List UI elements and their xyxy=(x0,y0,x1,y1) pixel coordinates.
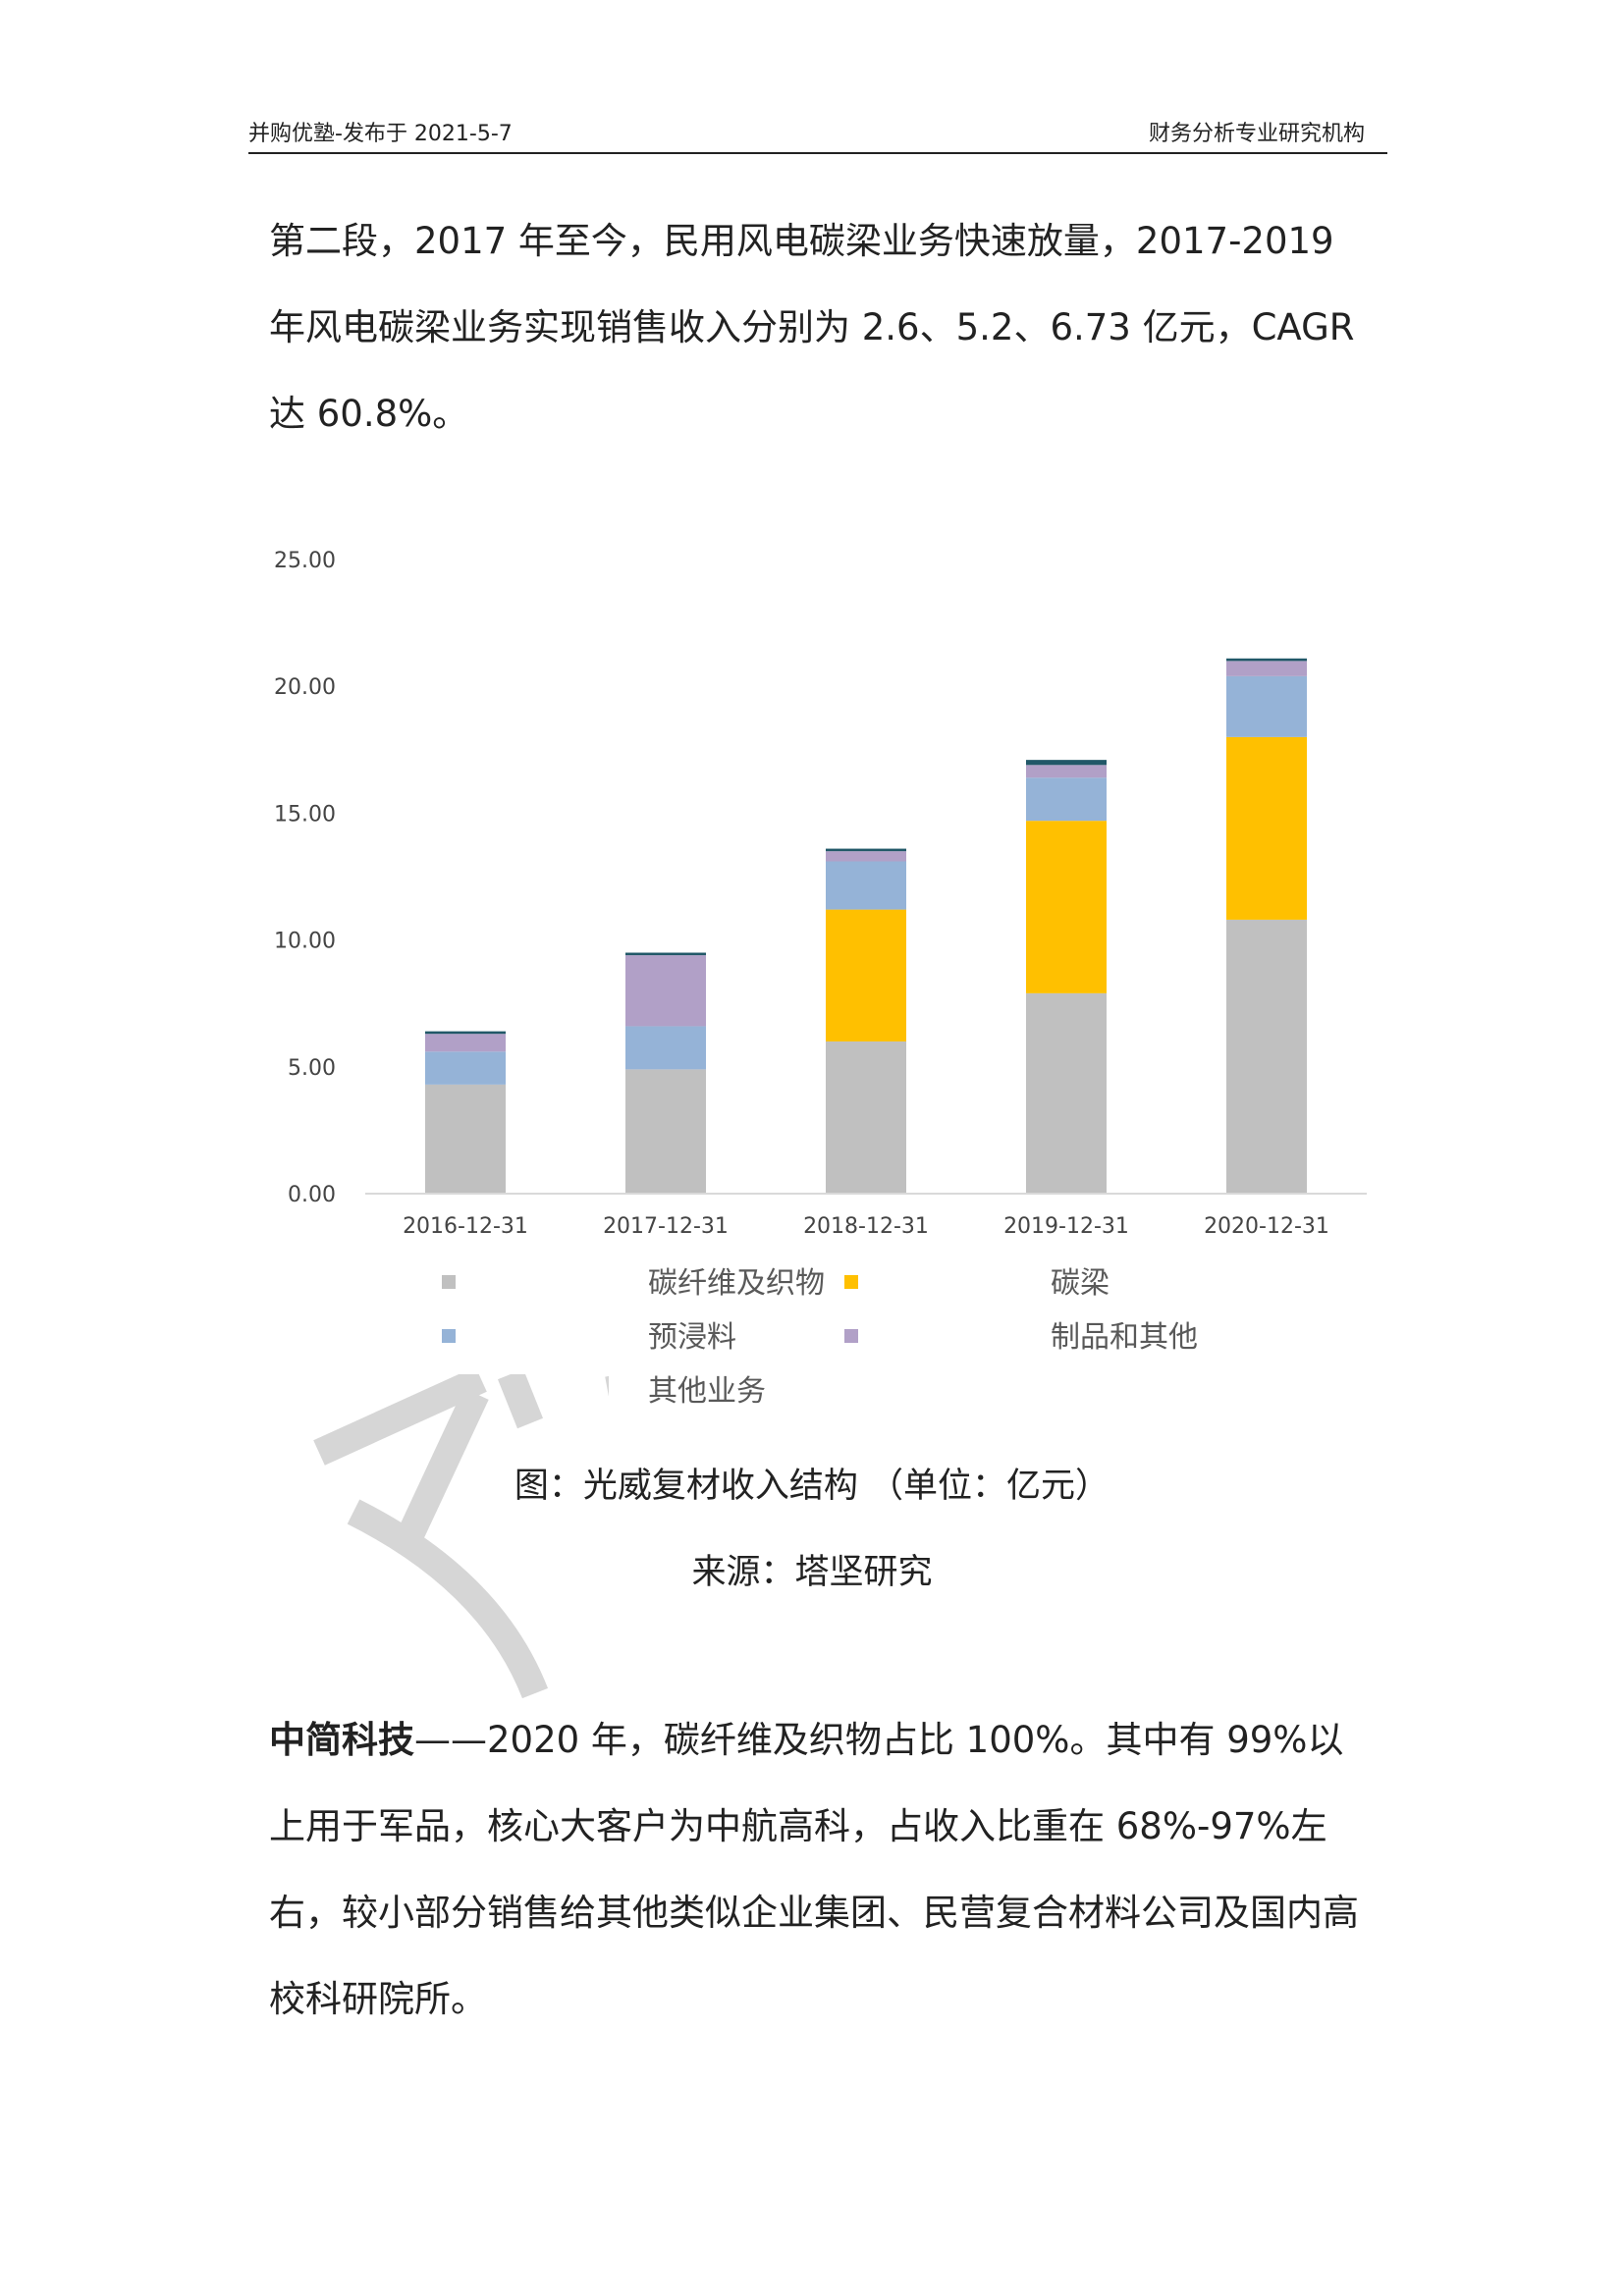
bar-segment xyxy=(1226,658,1307,662)
company-description: ——2020 年，碳纤维及织物占比 100%。其中有 99%以上用于军品，核心大… xyxy=(269,1719,1359,2020)
legend-label: 预浸料 xyxy=(648,1320,736,1355)
bar-segment xyxy=(826,909,906,1041)
legend-label: 制品和其他 xyxy=(1051,1320,1198,1355)
x-tick-label: 2020-12-31 xyxy=(1204,1214,1329,1239)
legend-swatch xyxy=(442,1329,456,1343)
y-axis-ticks: 0.00 5.00 10.00 15.00 20.00 25.00 xyxy=(274,549,336,1207)
bar-segment xyxy=(826,861,906,910)
x-tick-label: 2019-12-31 xyxy=(1003,1214,1129,1239)
company-paragraph: 中简科技——2020 年，碳纤维及织物占比 100%。其中有 99%以上用于军品… xyxy=(269,1697,1369,2043)
bar-segment xyxy=(1226,675,1307,737)
legend-swatch xyxy=(442,1275,456,1289)
bar-segment xyxy=(425,1051,506,1085)
intro-paragraph: 第二段，2017 年至今，民用风电碳梁业务快速放量，2017-2019 年风电碳… xyxy=(269,220,1355,435)
figure-source: 来源：塔坚研究 xyxy=(691,1553,933,1592)
bar-segment xyxy=(425,1034,506,1052)
y-tick-label: 20.00 xyxy=(274,675,336,700)
header-divider xyxy=(248,152,1387,154)
legend-label: 碳梁 xyxy=(1051,1266,1110,1301)
bar-segment xyxy=(625,955,706,1027)
bar-segment xyxy=(826,848,906,852)
bar-segment xyxy=(1026,821,1107,993)
y-tick-label: 5.00 xyxy=(288,1056,336,1081)
bar-segment xyxy=(1026,760,1107,766)
bar-segment xyxy=(425,1031,506,1035)
legend-swatch xyxy=(844,1329,858,1343)
y-tick-label: 10.00 xyxy=(274,930,336,954)
header-publisher: 并购优塾-发布于 2021-5-7 xyxy=(248,122,513,146)
bar-segment xyxy=(1226,661,1307,676)
bar-segment xyxy=(1026,777,1107,822)
bar-segment xyxy=(425,1084,506,1194)
bar-series xyxy=(425,658,1307,1194)
legend-swatch xyxy=(844,1275,858,1289)
legend-label: 碳纤维及织物 xyxy=(648,1266,825,1301)
bar-segment xyxy=(625,952,706,956)
legend-label: 其他业务 xyxy=(648,1374,766,1409)
watermark-logo xyxy=(313,1374,609,1699)
bar-segment xyxy=(625,1069,706,1194)
bar-segment xyxy=(826,1041,906,1194)
y-tick-label: 0.00 xyxy=(288,1183,336,1207)
company-name: 中简科技 xyxy=(269,1719,414,1761)
bar-segment xyxy=(1226,736,1307,920)
figure-caption: 图：光威复材收入结构 （单位：亿元） xyxy=(514,1467,1110,1506)
header-organization: 财务分析专业研究机构 xyxy=(1148,122,1365,146)
bar-segment xyxy=(625,1026,706,1070)
x-axis-ticks: 2016-12-31 2017-12-31 2018-12-31 2019-12-31… xyxy=(403,1214,1329,1239)
x-tick-label: 2017-12-31 xyxy=(603,1214,729,1239)
x-tick-label: 2018-12-31 xyxy=(803,1214,929,1239)
y-tick-label: 25.00 xyxy=(274,549,336,573)
y-tick-label: 15.00 xyxy=(274,802,336,827)
bar-segment xyxy=(1226,919,1307,1194)
x-tick-label: 2016-12-31 xyxy=(403,1214,528,1239)
bar-segment xyxy=(1026,765,1107,778)
bar-segment xyxy=(826,851,906,862)
bar-segment xyxy=(1026,992,1107,1194)
